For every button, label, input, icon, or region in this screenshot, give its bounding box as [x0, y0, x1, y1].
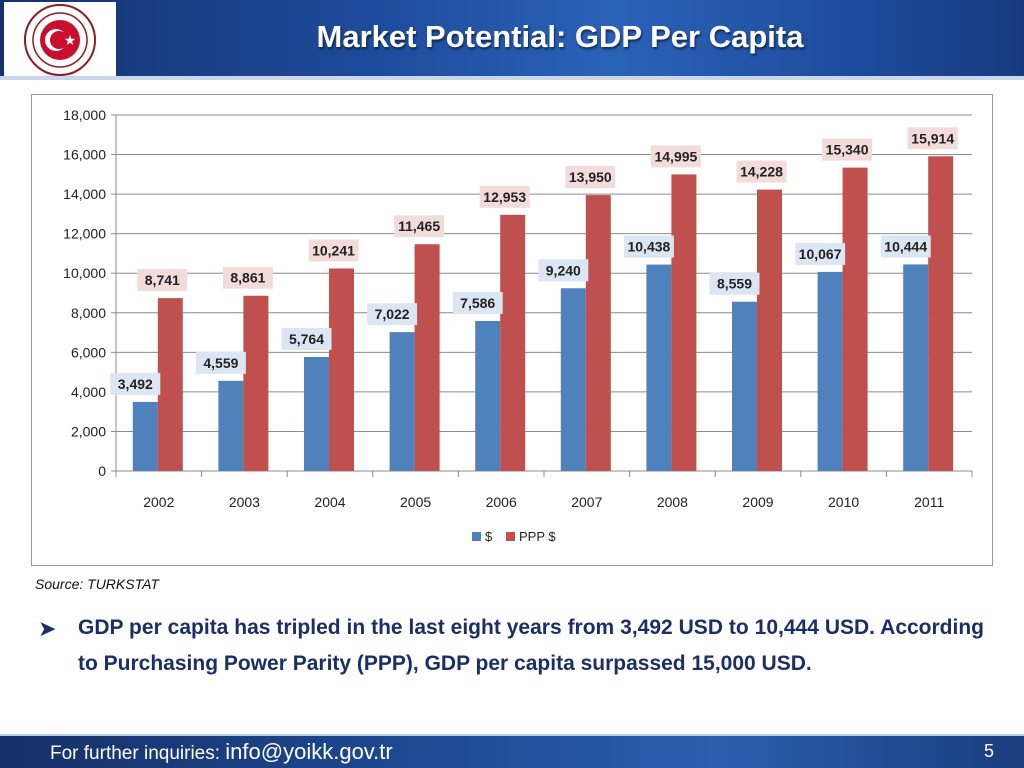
footer-email-link[interactable]: info@yoikk.gov.tr	[225, 739, 393, 764]
page-number: 5	[983, 741, 994, 761]
bar-ppp-2011	[928, 156, 954, 471]
y-tick-label: 14,000	[63, 186, 106, 202]
x-tick-label: 2010	[828, 494, 859, 510]
x-tick-label: 2002	[143, 494, 174, 510]
bullet-text: GDP per capita has tripled in the last e…	[78, 616, 984, 675]
data-label-bg	[907, 127, 958, 150]
y-tick-label: 18,000	[63, 107, 106, 123]
data-label: 4,559	[203, 355, 238, 371]
x-tick-label: 2003	[229, 494, 260, 510]
chart-frame: 0 2,000 4,000 6,000 8,000 10,000 12,000 14,000 1…	[31, 94, 993, 566]
data-label: 7,586	[460, 295, 495, 311]
turkey-ministry-seal-icon	[24, 4, 96, 76]
footer-text: For further inquiries: info@yoikk.gov.tr	[50, 739, 393, 765]
bar-ppp-2002	[157, 298, 183, 471]
data-label-bg	[222, 266, 273, 289]
data-label-bg	[479, 185, 530, 208]
bar-ppp-2010	[842, 167, 868, 471]
bar-usd-2009	[732, 301, 757, 471]
data-label-bg	[367, 303, 418, 326]
data-label: 10,438	[627, 239, 670, 255]
data-label: 12,953	[483, 189, 526, 205]
bar-usd-2011	[903, 264, 929, 471]
page-title: Market Potential: GDP Per Capita	[316, 19, 804, 54]
bar-usd-2002	[132, 401, 158, 471]
data-label-bg	[709, 272, 760, 295]
y-tick-label: 10,000	[63, 265, 106, 281]
header-bar: Market Potential: GDP Per Capita	[0, 0, 1024, 80]
y-tick-label: 2,000	[71, 423, 106, 439]
legend-swatch-usd	[472, 532, 481, 541]
x-tick-label: 2006	[486, 494, 517, 510]
x-tick-label: 2005	[400, 494, 431, 510]
data-label: 9,240	[546, 262, 581, 278]
data-label: 15,914	[911, 130, 954, 146]
y-tick-label: 0	[98, 463, 106, 479]
data-label: 13,950	[569, 169, 612, 185]
data-label: 3,492	[118, 376, 153, 392]
bar-usd-2008	[646, 264, 672, 471]
bar-ppp-2005	[414, 244, 440, 471]
x-tick-label: 2004	[314, 494, 345, 510]
bar-ppp-2007	[585, 195, 611, 471]
data-label-bg	[736, 160, 787, 183]
bar-ppp-2009	[757, 189, 782, 471]
x-tick-label: 2007	[571, 494, 602, 510]
footer-prefix: For further inquiries:	[50, 743, 226, 764]
bar-ppp-2004	[329, 268, 354, 471]
data-label: 8,559	[717, 276, 752, 292]
legend-label-usd: $	[485, 529, 493, 544]
logo-container	[4, 2, 116, 78]
y-tick-label: 12,000	[63, 226, 106, 242]
bar-usd-2006	[475, 320, 501, 471]
y-tick-label: 16,000	[63, 147, 106, 163]
data-label-bg	[195, 351, 246, 374]
legend-label-ppp: PPP $	[519, 529, 556, 544]
arrow-bullet-icon: ➤	[38, 616, 57, 641]
data-label-bg	[822, 138, 873, 161]
y-tick-label: 8,000	[71, 305, 106, 321]
data-label-bg	[538, 259, 589, 282]
x-tick-label: 2008	[657, 494, 688, 510]
footer-bar: For further inquiries: info@yoikk.gov.tr…	[0, 734, 1024, 768]
y-tick-label: 4,000	[71, 384, 106, 400]
source-note: Source: TURKSTAT	[35, 576, 159, 592]
data-label: 8,861	[230, 270, 265, 286]
bar-ppp-2008	[671, 174, 697, 471]
gdp-bar-chart: 0 2,000 4,000 6,000 8,000 10,000 12,000 14,000 1…	[63, 107, 973, 544]
y-tick-label: 6,000	[71, 344, 106, 360]
bar-usd-2007	[560, 288, 586, 471]
data-label-bg	[137, 269, 188, 292]
data-label: 10,067	[799, 246, 842, 262]
data-label: 7,022	[375, 306, 410, 322]
data-label: 14,228	[740, 164, 783, 180]
data-label-bg	[880, 235, 931, 258]
data-label: 5,764	[289, 331, 324, 347]
data-label-bg	[452, 291, 503, 314]
x-tick-label: 2011	[914, 494, 944, 510]
data-label-bg	[650, 145, 701, 168]
bar-ppp-2003	[243, 295, 269, 471]
data-label-bg	[281, 328, 332, 351]
bar-ppp-2006	[500, 214, 526, 471]
x-tick-label: 2009	[742, 494, 773, 510]
data-label-bg	[308, 239, 359, 262]
data-label: 15,340	[826, 142, 869, 158]
data-label: 10,444	[884, 238, 927, 254]
data-label: 11,465	[398, 218, 440, 234]
data-label-bg	[565, 166, 616, 189]
data-label-bg	[394, 215, 445, 238]
bar-usd-2003	[218, 380, 244, 471]
data-label-bg	[795, 242, 846, 265]
legend-swatch-ppp	[506, 532, 515, 541]
bar-usd-2005	[389, 332, 415, 471]
data-label: 10,241	[312, 242, 355, 258]
data-label-bg	[110, 372, 161, 395]
data-label-bg	[623, 235, 674, 258]
data-label: 14,995	[654, 148, 697, 164]
bar-usd-2004	[304, 357, 329, 471]
data-label: 8,741	[145, 272, 180, 288]
bar-usd-2010	[817, 271, 843, 471]
